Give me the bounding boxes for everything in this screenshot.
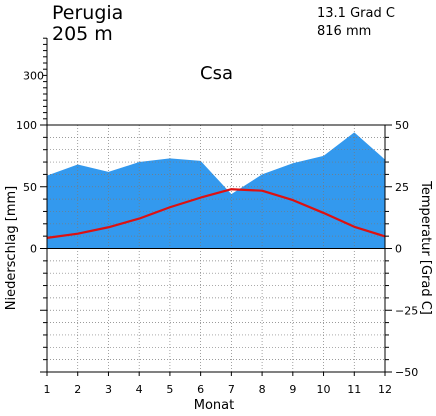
right-tick-label: −25 [395,304,418,317]
right-axis-label: Temperatur [Grad C] [418,180,433,315]
left-tick-label: 50 [23,181,37,194]
precipitation-area-fill [47,132,385,249]
left-axis-label: Niederschlag [mm] [4,186,19,311]
x-axis-label: Monat [194,398,234,413]
x-tick-label: 8 [259,383,266,396]
station-elevation: 205 m [52,23,113,45]
x-tick-label: 7 [228,383,235,396]
x-tick-label: 10 [317,383,331,396]
x-tick-label: 4 [136,383,143,396]
left-tick-label: 0 [30,243,37,256]
right-tick-label: 25 [395,181,409,194]
climate-class: Csa [200,63,233,84]
temperature-line [46,188,386,239]
right-tick-label: −50 [395,366,418,379]
upper-tick-label: 300 [23,69,44,82]
x-tick-label: 3 [105,383,112,396]
x-tick-label: 2 [74,383,81,396]
annual-precipitation: 816 mm [317,24,371,39]
station-name: Perugia [52,2,123,24]
right-tick-label: 50 [395,119,409,132]
x-tick-label: 12 [378,383,392,396]
x-tick-label: 11 [347,383,361,396]
x-tick-label: 6 [197,383,204,396]
mean-temperature: 13.1 Grad C [317,6,395,21]
x-tick-label: 1 [44,383,51,396]
left-tick-label: 100 [16,119,37,132]
x-tick-label: 9 [289,383,296,396]
right-tick-label: 0 [395,243,402,256]
upper-precip-axis: 300 [23,37,48,126]
x-tick-label: 5 [166,383,173,396]
